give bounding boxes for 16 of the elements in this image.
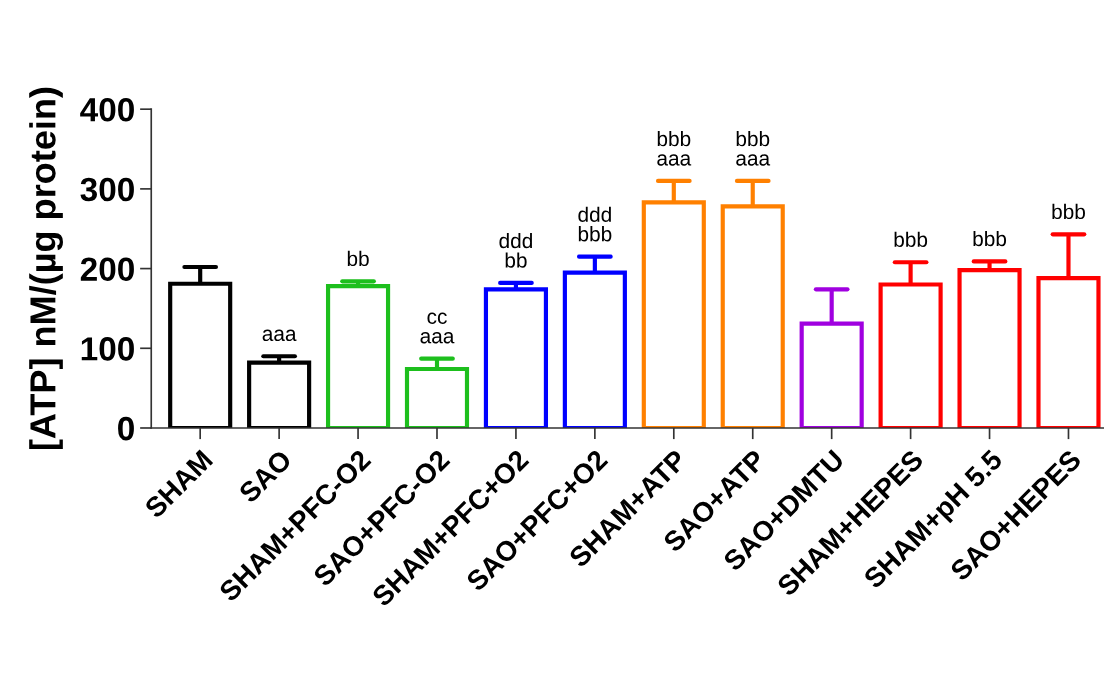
annotation: cc aaa xyxy=(420,312,455,344)
y-tick-label: 200 xyxy=(80,257,134,281)
annotation: bb xyxy=(347,250,369,267)
y-tick-label: 0 xyxy=(118,416,134,441)
y-tick-label: 400 xyxy=(80,97,134,122)
annotation: ddd bb xyxy=(499,232,532,268)
annotation: bbb aaa xyxy=(736,130,771,166)
annotation: aaa xyxy=(262,329,297,342)
annotation: bbb xyxy=(894,231,928,247)
annotation: bbb xyxy=(1052,203,1085,220)
annotation: bbb xyxy=(973,230,1007,247)
annotation: ddd bbb xyxy=(578,206,612,242)
y-axis-title: [ATP] nM/(µg protein) xyxy=(29,87,63,450)
annotation: bbb aaa xyxy=(657,130,692,166)
y-tick-label: 100 xyxy=(81,337,134,361)
y-tick-label: 300 xyxy=(80,177,134,202)
